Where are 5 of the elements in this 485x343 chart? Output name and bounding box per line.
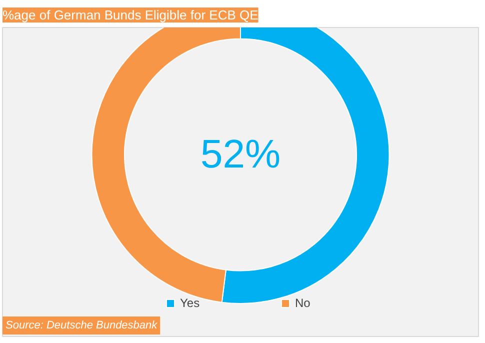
legend-label: Yes [180,296,200,310]
legend-label: No [295,296,312,310]
text: 52% [200,132,281,177]
chart-title: %age of German Bunds Eligible for ECB QE [2,8,259,22]
source-note: Source: Deutsche Bundesbank [6,320,158,332]
